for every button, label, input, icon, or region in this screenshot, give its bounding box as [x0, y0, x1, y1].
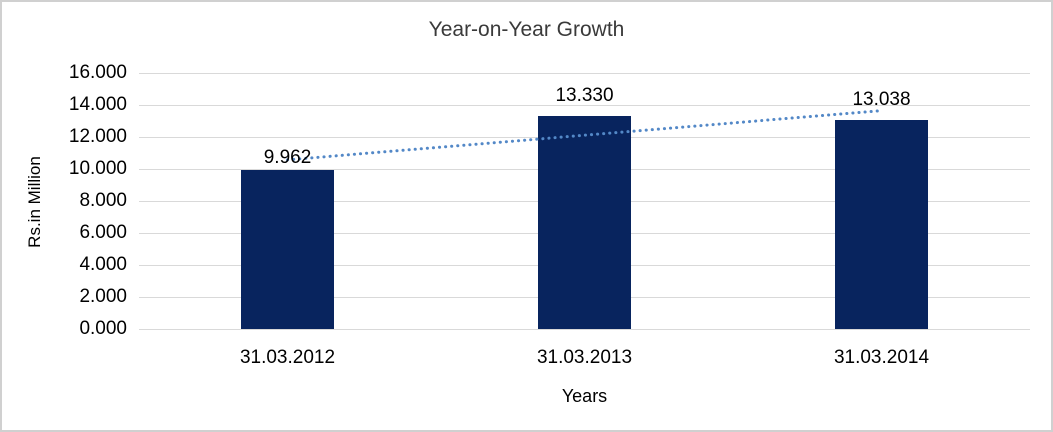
y-tick-label: 6.000: [79, 222, 127, 243]
bar-value-label: 13.038: [852, 89, 911, 111]
y-axis-title: Rs.in Million: [25, 156, 44, 248]
bar-value-label: 9.962: [263, 146, 312, 168]
bar-31.03.2012: [241, 169, 334, 329]
x-tick-label: 31.03.2013: [536, 347, 633, 368]
y-tick-label: 12.000: [68, 126, 127, 147]
bar-31.03.2014: [835, 120, 928, 329]
gridline: [139, 73, 1030, 74]
y-tick-label: 2.000: [79, 286, 127, 307]
y-tick-label: 10.000: [68, 158, 127, 179]
bar-value-label: 13.330: [555, 84, 614, 106]
y-tick-label: 8.000: [79, 190, 127, 211]
y-tick-label: 4.000: [79, 254, 127, 275]
chart-title: Year-on-Year Growth: [428, 18, 625, 41]
x-tick-label: 31.03.2012: [239, 347, 336, 368]
bar-31.03.2013: [538, 115, 631, 329]
y-tick-label: 0.000: [79, 318, 127, 339]
gridline: [139, 105, 1030, 106]
y-tick-label: 14.000: [68, 94, 127, 115]
x-tick-label: 31.03.2014: [833, 347, 930, 368]
y-tick-label: 16.000: [68, 62, 127, 83]
x-axis-title: Years: [561, 386, 608, 406]
gridline: [139, 329, 1030, 330]
